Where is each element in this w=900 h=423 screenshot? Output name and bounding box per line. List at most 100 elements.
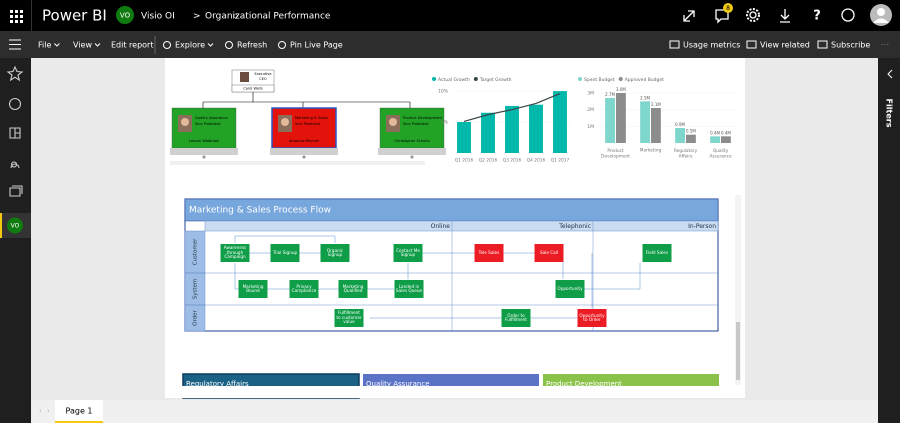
org-node-title: Vice President [195,122,221,126]
help-icon[interactable]: ? [813,9,821,24]
flow-node[interactable] [393,244,423,262]
tile-title: Regulatory Affairs [186,380,249,388]
bar [616,93,626,143]
org-node-footer [378,148,446,155]
user-avatar-body [873,18,889,23]
flow-node-label: Opportunity to Order [579,312,605,322]
data-label: 0.5M [686,129,696,134]
data-label: 0.4M [721,130,731,135]
process-flow: Marketing & Sales Process Flow Online Tele… [184,198,719,332]
toolbar-button[interactable]: Usage metrics [683,41,740,50]
toolbar-button[interactable]: Edit report [111,41,153,50]
breadcrumb-separator: > [193,12,201,22]
flow-node[interactable] [220,244,250,262]
toolbar-button[interactable]: Subscribe [831,41,870,50]
legend-marker [432,77,436,81]
flow-node-label: Opportunity [557,285,583,291]
flow-node[interactable] [642,244,672,262]
toolbar-button[interactable]: View related [760,41,810,50]
nav-avatar[interactable] [7,217,23,234]
flow-node[interactable] [320,244,350,262]
feedback-icon[interactable] [841,8,855,22]
flow-node-label-box: Opportunity [557,285,583,291]
toolbar-button[interactable]: View [73,41,92,50]
flow-node-label: Privacy Compliance [291,283,317,293]
y-tick-label: 5% [441,120,449,126]
flow-node[interactable] [338,280,368,298]
fullscreen-icon[interactable] [683,10,695,22]
scroll-thumb[interactable] [736,322,740,380]
y-tick-label: 3M [587,91,594,97]
bar [686,134,696,143]
filters-expand[interactable] [887,69,893,79]
hamburger[interactable] [9,39,21,50]
flow-node-label-box: Marketing Bound [243,284,264,293]
flow-node-label: Contact Me Signup [396,247,420,257]
report-name: Organizational Performance [205,12,331,22]
flow-node-label: Organic Signup [326,247,344,257]
workspaces-icon[interactable] [9,185,23,197]
dropdown-caret [94,43,101,47]
settings-gear [746,8,760,22]
flow-node[interactable] [577,309,607,327]
lane-label: Online [431,223,451,230]
flow-node[interactable] [289,280,319,298]
bar [481,112,495,153]
toolbar-icon [163,41,171,49]
flow-node-label: Sale Call [539,249,559,255]
settings-icon[interactable] [749,11,757,19]
recent-icon[interactable] [8,97,22,111]
flow-node-label: Marketing Qualified [342,283,364,293]
org-root-title: CEO [259,77,267,81]
filters-pane [878,58,900,423]
dropdown-caret [54,43,60,47]
flow-node[interactable] [474,244,504,262]
flow-node-label: Trial Signup [272,249,298,255]
notification-badge [723,3,733,13]
flow-node[interactable] [334,309,364,327]
flow-node-label: Field Sales [645,249,669,255]
app-launcher[interactable] [10,10,23,23]
flow-node[interactable] [501,309,531,327]
org-node-footer [270,148,338,155]
download-icon[interactable] [780,9,790,23]
x-tick-label: Q1 2017 [551,158,570,164]
workspace-avatar[interactable] [116,6,134,24]
flow-node[interactable] [555,280,585,298]
flow-node[interactable] [394,280,424,298]
flow-node[interactable] [270,244,300,262]
toolbar-button[interactable]: Explore [175,41,205,50]
toolbar-icon [278,41,286,49]
flow-node-label: Awareness through Campaign [223,245,247,260]
flow-node[interactable] [534,244,564,262]
flow-node[interactable] [238,280,268,298]
page-tab[interactable] [55,400,103,423]
legend-label: Spent Budget [584,77,615,83]
org-node-face [181,118,189,126]
user-avatar-head [877,8,885,16]
legend-label: Approved Budget [625,77,664,83]
connector [234,235,641,319]
org-node-diamond [302,155,306,159]
workspace-name[interactable]: Visio OI [141,12,175,22]
more-options[interactable]: ··· [881,41,890,51]
toolbar-button[interactable]: Refresh [237,41,267,50]
page-bar [31,400,878,423]
shared-icon[interactable] [10,161,20,169]
next-page[interactable]: › [47,407,50,415]
org-node-dept: Product Development [403,116,443,120]
toolbar-button[interactable]: File [38,41,51,50]
toolbar-button[interactable]: Pin Live Page [290,41,343,50]
premium-icon[interactable]: ◇ [233,12,239,20]
y-tick-label: 2M [587,107,594,113]
x-tick-label: Q3 2016 [503,158,522,164]
favorites-icon[interactable] [6,65,24,82]
bar [721,136,731,143]
flow-node-label-box: Fulfillment to customer value [336,311,361,324]
bar [640,101,650,143]
prev-page[interactable]: ‹ [39,407,42,415]
data-label: 3.0M [616,87,626,92]
filters-label[interactable]: Filters [885,99,894,128]
apps-icon[interactable] [9,127,21,139]
